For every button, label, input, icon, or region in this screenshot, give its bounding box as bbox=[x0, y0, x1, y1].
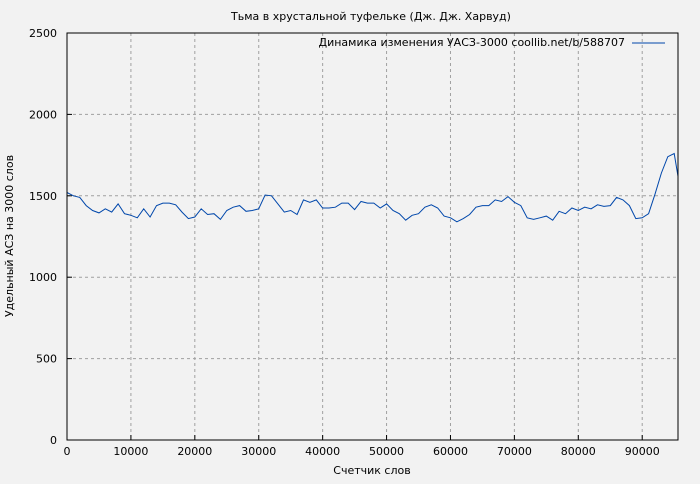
x-tick-label: 70000 bbox=[497, 445, 532, 458]
grid bbox=[67, 33, 678, 440]
x-tick-label: 10000 bbox=[113, 445, 148, 458]
plot-frame bbox=[66, 32, 679, 441]
x-tick-label: 80000 bbox=[561, 445, 596, 458]
ticks: 0 10000 20000 30000 40000 50000 60000 70000 8000… bbox=[29, 27, 660, 458]
x-tick-label: 20000 bbox=[177, 445, 212, 458]
series-line bbox=[66, 152, 679, 223]
y-tick-label: 1000 bbox=[29, 271, 57, 284]
y-tick-label: 1500 bbox=[29, 190, 57, 203]
y-tick-label: 2000 bbox=[29, 108, 57, 121]
y-axis-label: Удельный АСЗ на 3000 слов bbox=[3, 155, 16, 317]
y-tick-label: 0 bbox=[50, 434, 57, 447]
x-axis-label: Счетчик слов bbox=[333, 464, 410, 477]
chart-title: Тьма в хрустальной туфельке (Дж. Дж. Хар… bbox=[230, 10, 511, 23]
x-tick-label: 90000 bbox=[625, 445, 660, 458]
x-tick-label: 50000 bbox=[369, 445, 404, 458]
y-tick-label: 500 bbox=[36, 353, 57, 366]
y-tick-label: 2500 bbox=[29, 27, 57, 40]
x-tick-label: 60000 bbox=[433, 445, 468, 458]
x-tick-label: 40000 bbox=[305, 445, 340, 458]
x-tick-label: 0 bbox=[64, 445, 71, 458]
legend-label: Динамика изменения УАСЗ-3000 coollib.net… bbox=[319, 36, 626, 49]
x-tick-label: 30000 bbox=[241, 445, 276, 458]
